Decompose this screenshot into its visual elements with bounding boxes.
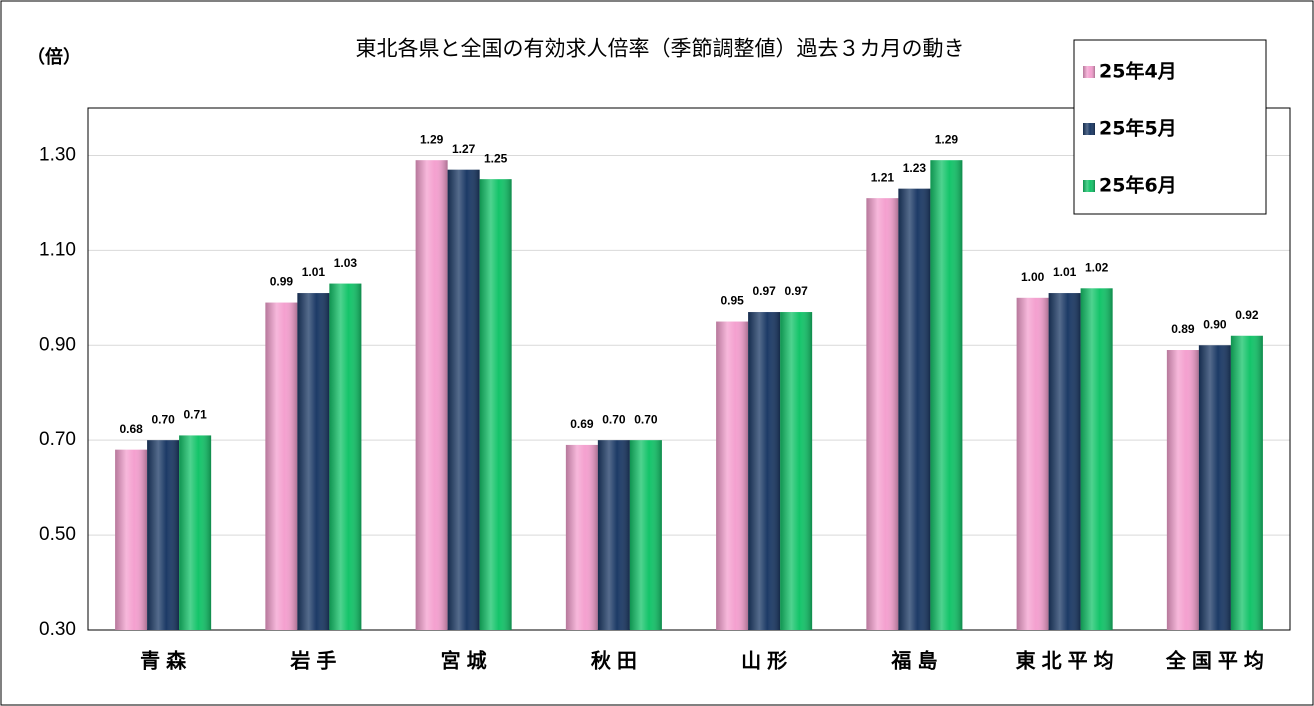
legend: 25年4月 25年5月 25年6月 <box>1073 39 1267 215</box>
value-label: 0.92 <box>1235 308 1259 322</box>
bar-shade <box>115 449 148 630</box>
value-label: 0.99 <box>270 275 294 289</box>
bar-shade <box>565 444 598 630</box>
x-tick-label: 福島 <box>890 649 943 673</box>
bar-shade <box>447 169 480 630</box>
value-label: 0.70 <box>634 412 658 426</box>
x-tick-label: 東北平均 <box>1016 649 1120 673</box>
value-label: 1.23 <box>903 161 927 175</box>
x-tick-label: 山形 <box>741 649 793 673</box>
bar-shade <box>716 321 749 630</box>
x-tick-label: 岩手 <box>289 649 342 673</box>
y-tick-label: 0.70 <box>39 429 76 450</box>
bar-shade <box>297 293 330 630</box>
legend-label: 25年5月 <box>1099 117 1177 140</box>
value-label: 0.68 <box>119 422 143 436</box>
bar-shade <box>479 179 512 630</box>
bar-shade <box>415 160 448 630</box>
bar-shade <box>898 188 931 630</box>
y-tick-label: 1.30 <box>39 144 76 165</box>
y-tick-label: 1.10 <box>39 239 76 260</box>
bar-shade <box>930 160 963 630</box>
value-label: 1.01 <box>1053 265 1077 279</box>
x-tick-label: 全国平均 <box>1165 649 1270 673</box>
value-label: 0.90 <box>1203 317 1227 331</box>
bar-shade <box>866 198 899 630</box>
value-label: 1.02 <box>1085 260 1109 274</box>
value-label: 1.01 <box>302 265 326 279</box>
legend-marker-shade <box>1083 123 1095 135</box>
legend-box <box>1073 39 1267 215</box>
y-tick-label: 0.30 <box>39 619 76 640</box>
bar-shade <box>179 435 212 630</box>
value-label: 0.70 <box>151 412 175 426</box>
legend-label: 25年6月 <box>1099 174 1177 197</box>
bar-shade <box>265 302 298 630</box>
value-label: 1.29 <box>420 132 444 146</box>
x-tick-label: 宮城 <box>441 649 493 673</box>
y-tick-label: 0.90 <box>39 334 76 355</box>
value-label: 0.70 <box>602 412 626 426</box>
x-tick-label: 秋田 <box>591 649 643 673</box>
value-label: 1.29 <box>935 132 959 146</box>
value-label: 1.27 <box>452 142 476 156</box>
bar-shade <box>1230 335 1263 630</box>
value-label: 1.00 <box>1021 270 1045 284</box>
legend-marker-shade <box>1083 66 1095 78</box>
legend-marker-shade <box>1083 180 1095 192</box>
value-label: 1.21 <box>871 170 895 184</box>
bar-shade <box>1198 345 1231 630</box>
bar-shade <box>1048 293 1081 630</box>
chart-title: 東北各県と全国の有効求人倍率（季節調整値）過去３カ月の動き <box>356 37 965 61</box>
plot-area <box>87 107 1291 631</box>
bar-shade <box>748 312 781 630</box>
bar-shade <box>1016 297 1049 630</box>
bar-shade <box>329 283 362 630</box>
x-tick-label: 青森 <box>140 649 192 673</box>
value-label: 1.03 <box>334 256 358 270</box>
value-label: 0.71 <box>183 408 207 422</box>
bar-shade <box>780 312 813 630</box>
legend-label: 25年4月 <box>1099 60 1177 83</box>
value-label: 0.97 <box>784 284 808 298</box>
y-axis-label: （倍） <box>27 46 81 68</box>
bar-shade <box>597 440 630 630</box>
bar-shade <box>147 440 180 630</box>
value-label: 0.89 <box>1171 322 1195 336</box>
bar-shade <box>1166 350 1199 630</box>
value-label: 0.97 <box>752 284 776 298</box>
bar-shade <box>629 440 662 630</box>
value-label: 1.25 <box>484 151 508 165</box>
value-label: 0.69 <box>570 417 594 431</box>
bar-shade <box>1080 288 1113 630</box>
y-tick-label: 0.50 <box>39 524 76 545</box>
value-label: 0.95 <box>720 294 744 308</box>
